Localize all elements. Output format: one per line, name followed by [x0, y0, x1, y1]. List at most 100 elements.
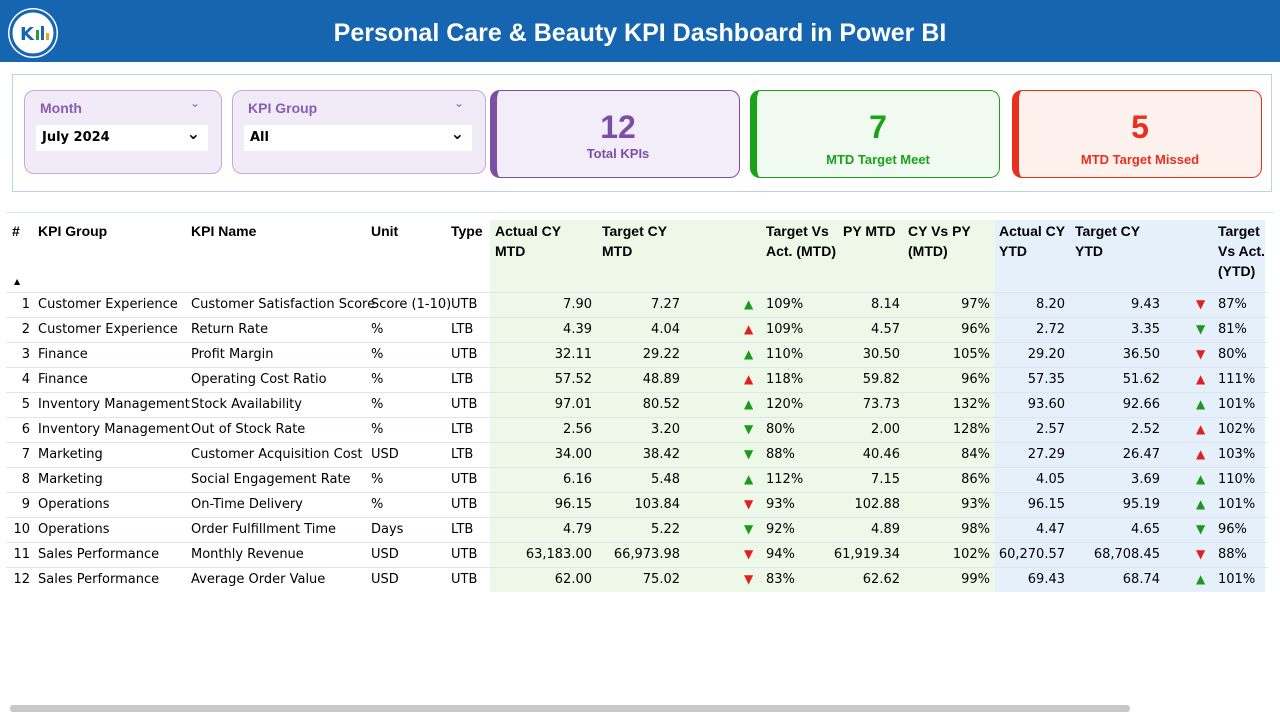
table-cell: 7	[21, 447, 30, 462]
table-cell: %	[371, 372, 384, 387]
table-cell: 118%	[766, 372, 804, 387]
table-cell: 4.04	[651, 322, 680, 337]
card-label: MTD Target Meet	[826, 152, 930, 167]
table-cell: 83%	[766, 572, 795, 587]
table-cell: Return Rate	[191, 322, 269, 337]
table-cell: USD	[371, 547, 399, 562]
table-cell: UTB	[451, 497, 478, 512]
table-cell: Customer Experience	[38, 322, 178, 337]
scrollbar[interactable]	[10, 705, 1130, 712]
row-divider	[6, 342, 1268, 343]
table-cell: 109%	[766, 297, 804, 312]
row-divider	[6, 492, 1268, 493]
table-cell: 4.89	[871, 522, 900, 537]
table-cell: 98%	[961, 522, 990, 537]
table-cell: 96%	[961, 322, 990, 337]
column-header[interactable]: Target CY YTD	[1075, 223, 1140, 259]
table-cell: 7.15	[871, 472, 900, 487]
table-cell: Operations	[38, 522, 110, 537]
table-cell: 109%	[766, 322, 804, 337]
column-header[interactable]: Actual CY YTD	[999, 223, 1065, 259]
table-cell: 87%	[1218, 297, 1247, 312]
table-cell: 92%	[766, 522, 795, 537]
table-cell: 96.15	[1027, 497, 1065, 512]
table-cell: Monthly Revenue	[191, 547, 304, 562]
table-cell: %	[371, 397, 384, 412]
table-cell: 94%	[766, 547, 795, 562]
status-arrow: ▼	[744, 522, 754, 536]
status-arrow: ▲	[1196, 497, 1206, 511]
table-cell: 2.72	[1036, 322, 1065, 337]
row-divider	[6, 392, 1268, 393]
table-cell: 66,973.98	[613, 547, 680, 562]
column-header[interactable]: CY Vs PY (MTD)	[908, 223, 971, 259]
column-header[interactable]: KPI Name	[191, 223, 257, 239]
table-cell: 4.05	[1036, 472, 1065, 487]
kpi-card: 5 MTD Target Missed	[1012, 90, 1262, 178]
column-header[interactable]: Actual CY MTD	[495, 223, 561, 259]
table-cell: UTB	[451, 547, 478, 562]
table-cell: 96%	[961, 372, 990, 387]
table-cell: LTB	[451, 372, 474, 387]
table-cell: 8	[21, 472, 30, 487]
table-cell: Finance	[38, 347, 88, 362]
column-header[interactable]: PY MTD	[843, 223, 896, 239]
table-cell: Stock Availability	[191, 397, 302, 412]
table-cell: 73.73	[862, 397, 900, 412]
status-arrow: ▲	[1196, 572, 1206, 586]
table-cell: 2	[21, 322, 30, 337]
column-header[interactable]: Target Vs Act. (MTD)	[766, 223, 836, 259]
table-cell: LTB	[451, 447, 474, 462]
table-cell: 8.14	[871, 297, 900, 312]
row-divider	[6, 467, 1268, 468]
table-cell: 110%	[766, 347, 804, 362]
table-cell: 8.20	[1036, 297, 1065, 312]
table-cell: Operating Cost Ratio	[191, 372, 327, 387]
slicer-value[interactable]: July 2024 ⌄	[36, 124, 208, 151]
table-cell: 105%	[952, 347, 990, 362]
table-cell: 93%	[766, 497, 795, 512]
table-cell: Days	[371, 522, 404, 537]
column-header[interactable]: KPI Group	[38, 223, 108, 239]
table-cell: 75.02	[642, 572, 680, 587]
dropdown-icon[interactable]: ⌄	[450, 124, 464, 143]
table-cell: 61,919.34	[833, 547, 900, 562]
row-divider	[6, 317, 1268, 318]
table-cell: LTB	[451, 322, 474, 337]
row-divider	[6, 542, 1268, 543]
table-cell: 80.52	[642, 397, 680, 412]
table-cell: 40.46	[862, 447, 900, 462]
table-cell: 132%	[952, 397, 990, 412]
column-header[interactable]: Unit	[371, 223, 399, 239]
status-arrow: ▲	[1196, 397, 1206, 411]
column-header[interactable]: #	[12, 223, 20, 239]
table-cell: 5.48	[651, 472, 680, 487]
table-cell: 80%	[1218, 347, 1247, 362]
table-cell: Inventory Management	[38, 397, 190, 412]
table-cell: 38.42	[642, 447, 680, 462]
table-cell: Score (1-10)	[371, 297, 452, 312]
slicer-value[interactable]: All ⌄	[244, 124, 472, 151]
table-cell: 4.57	[871, 322, 900, 337]
dropdown-icon[interactable]: ⌄	[186, 124, 200, 143]
table-cell: 93.60	[1027, 397, 1065, 412]
kpi-card: 7 MTD Target Meet	[750, 90, 1000, 178]
table-cell: UTB	[451, 297, 478, 312]
table-cell: Finance	[38, 372, 88, 387]
table-cell: UTB	[451, 472, 478, 487]
table-cell: Out of Stock Rate	[191, 422, 306, 437]
table-cell: 59.82	[862, 372, 900, 387]
status-arrow: ▼	[744, 497, 754, 511]
table-cell: Order Fulfillment Time	[191, 522, 337, 537]
table-cell: 88%	[766, 447, 795, 462]
table-cell: 2.00	[871, 422, 900, 437]
column-header[interactable]: Type	[451, 223, 483, 239]
column-header[interactable]: Target CY MTD	[602, 223, 667, 259]
table-cell: 102.88	[854, 497, 901, 512]
column-header[interactable]: Target Vs Act. (YTD)	[1218, 223, 1265, 279]
card-value: 7	[869, 109, 887, 145]
table-cell: Marketing	[38, 472, 103, 487]
table-cell: 128%	[952, 422, 990, 437]
logo: K	[8, 8, 58, 58]
